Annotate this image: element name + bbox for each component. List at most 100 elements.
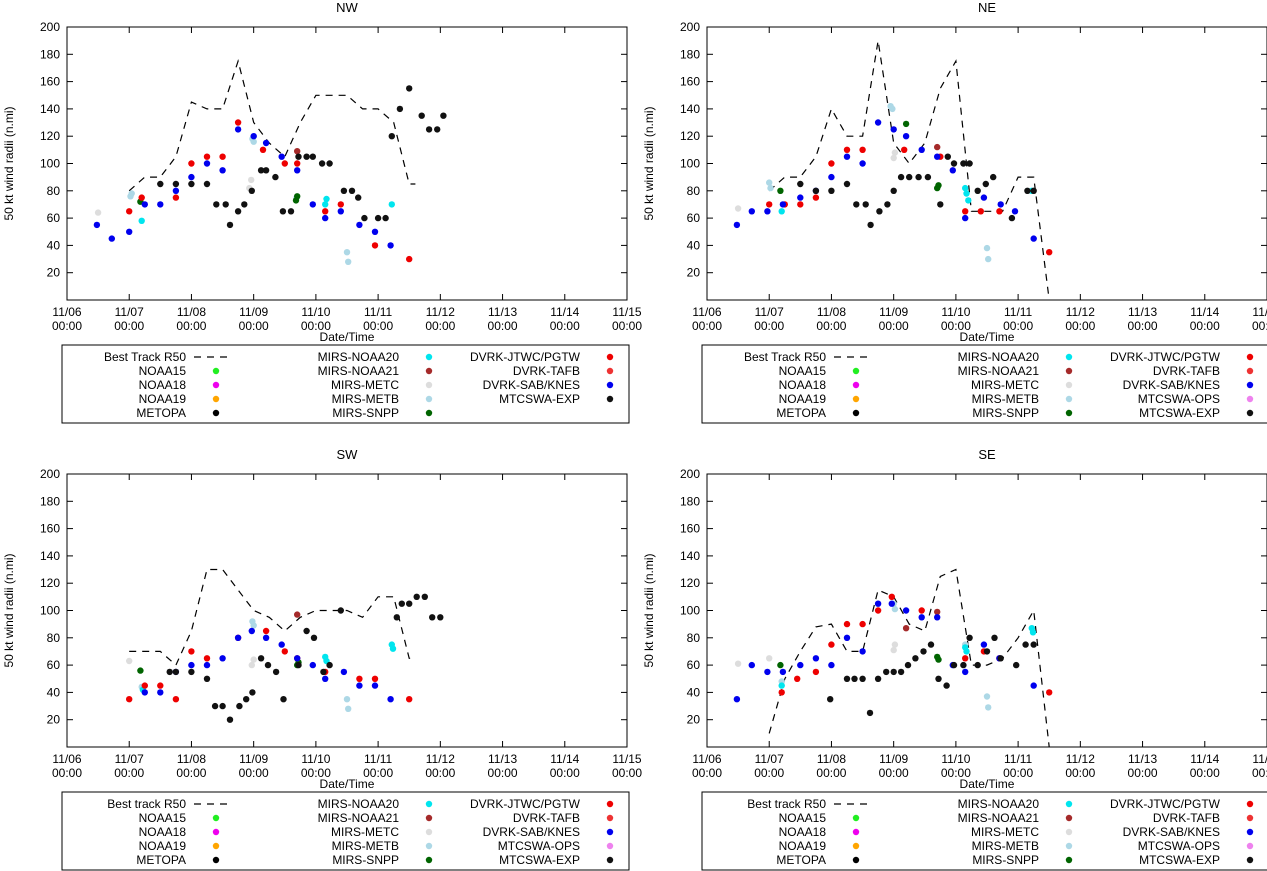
- data-point: [382, 214, 389, 222]
- legend-swatch-point: [852, 828, 860, 836]
- data-point: [1008, 214, 1016, 222]
- data-point: [374, 214, 382, 222]
- data-point: [425, 126, 433, 133]
- data-point: [248, 661, 255, 669]
- data-point: [250, 656, 257, 663]
- y-tick-label: 40: [687, 685, 701, 699]
- data-point: [974, 187, 981, 194]
- data-point: [890, 668, 897, 676]
- data-point: [340, 187, 348, 194]
- x-tick-label-date: 11/10: [301, 305, 330, 319]
- data-point: [983, 244, 991, 252]
- data-point: [93, 221, 101, 229]
- legend-label: Best track R50: [747, 797, 826, 811]
- data-point: [965, 197, 972, 204]
- legend-swatch-point: [852, 409, 860, 417]
- y-tick-label: 60: [687, 211, 701, 225]
- data-point: [418, 112, 425, 119]
- data-point: [902, 133, 910, 140]
- data-point: [387, 696, 394, 703]
- x-tick-label-time: 00:00: [692, 766, 722, 780]
- data-point: [356, 682, 363, 689]
- data-point: [241, 201, 248, 208]
- data-point: [778, 208, 785, 215]
- y-tick-label: 200: [40, 467, 60, 481]
- x-tick-label-date: 11/14: [1190, 752, 1219, 766]
- legend-box: [701, 791, 1267, 871]
- legend-label: METOPA: [136, 406, 186, 420]
- data-point: [437, 614, 444, 621]
- data-point: [295, 153, 302, 160]
- x-tick-label-time: 00:00: [1190, 766, 1220, 780]
- series-mirs-metc: [734, 149, 899, 212]
- y-tick-label: 200: [40, 20, 60, 34]
- data-point: [322, 214, 329, 222]
- data-point: [294, 160, 301, 167]
- data-point: [794, 675, 801, 682]
- data-point: [748, 208, 755, 215]
- data-point: [918, 146, 925, 153]
- x-tick-label-time: 00:00: [1065, 319, 1095, 333]
- y-tick-label: 80: [687, 631, 701, 645]
- series-mtcswa-exp: [797, 153, 1037, 229]
- legend-swatch-point: [606, 367, 614, 375]
- data-point: [434, 126, 441, 133]
- data-point: [983, 693, 991, 700]
- data-point: [853, 201, 860, 208]
- x-tick-label-date: 11/09: [879, 752, 908, 766]
- data-point: [337, 208, 344, 215]
- legend-label: METOPA: [136, 853, 186, 867]
- data-point: [888, 593, 895, 600]
- y-tick-label: 40: [687, 238, 701, 252]
- x-tick-label-time: 00:00: [301, 766, 331, 780]
- data-point: [413, 593, 420, 600]
- legend-swatch-point: [425, 367, 433, 375]
- y-tick-label: 100: [40, 157, 60, 171]
- legend-label: DVRK-JTWC/PGTW: [1110, 350, 1221, 364]
- data-point: [138, 217, 145, 224]
- data-point: [371, 242, 379, 249]
- legend-label: MIRS-METB: [332, 839, 399, 853]
- x-tick-label-time: 00:00: [550, 766, 580, 780]
- data-point: [918, 614, 925, 621]
- data-point: [371, 228, 379, 235]
- x-tick-label-date: 11/13: [488, 305, 517, 319]
- data-point: [778, 689, 785, 696]
- y-tick-label: 40: [47, 238, 61, 252]
- data-point: [234, 119, 242, 126]
- data-point: [126, 657, 133, 665]
- data-point: [960, 160, 967, 167]
- y-tick-label: 200: [680, 20, 700, 34]
- data-point: [934, 614, 941, 621]
- legend-label: DVRK-TAFB: [1153, 811, 1220, 825]
- data-point: [219, 655, 226, 662]
- data-point: [851, 675, 858, 682]
- y-axis-label: 50 kt wind radii (n.mi): [642, 553, 656, 667]
- data-point: [764, 668, 771, 676]
- x-tick-label-time: 00:00: [754, 319, 784, 333]
- legend-label: DVRK-SAB/KNES: [483, 378, 580, 392]
- data-point: [812, 194, 820, 201]
- data-point: [250, 622, 257, 629]
- x-tick-label-time: 00:00: [1252, 766, 1267, 780]
- data-point: [963, 648, 970, 655]
- data-point: [843, 180, 851, 188]
- data-point: [126, 208, 133, 215]
- data-point: [108, 235, 116, 242]
- data-point: [389, 645, 397, 652]
- data-point: [1046, 249, 1053, 256]
- data-point: [262, 627, 270, 635]
- y-tick-label: 180: [40, 494, 60, 508]
- data-point: [371, 682, 379, 689]
- data-point: [348, 187, 356, 194]
- series-mirs-noaa21: [902, 608, 941, 632]
- x-tick-label-time: 00:00: [239, 319, 269, 333]
- data-point: [897, 173, 905, 181]
- data-point: [355, 194, 362, 201]
- x-tick-label-date: 11/06: [52, 752, 81, 766]
- data-point: [934, 608, 941, 616]
- legend-label: DVRK-JTWC/PGTW: [470, 350, 581, 364]
- x-tick-label-date: 11/11: [1004, 305, 1033, 319]
- series-mirs-snpp: [777, 653, 942, 669]
- legend-swatch-point: [606, 395, 614, 403]
